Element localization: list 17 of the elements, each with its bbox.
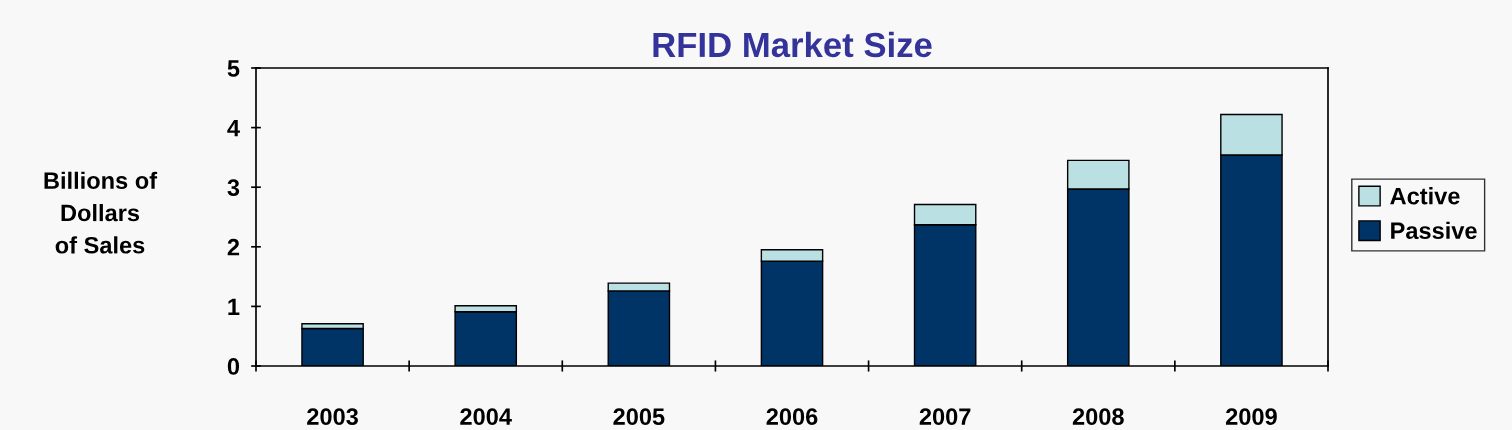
x-tick-label: 2009 — [1225, 408, 1277, 426]
x-tick-label: 2007 — [919, 408, 971, 426]
legend-label: Passive — [1391, 221, 1477, 240]
x-tick-label: 2004 — [460, 408, 512, 426]
x-tick-label: 2008 — [1072, 408, 1124, 426]
y-tick-label: 1 — [228, 298, 240, 315]
y-tick-label: 4 — [227, 119, 240, 137]
x-tick-label: 2005 — [613, 408, 665, 426]
y-tick-label: 2 — [227, 238, 240, 256]
chart-title: RFID Market Size — [653, 31, 932, 58]
x-tick-label: 2003 — [307, 408, 358, 426]
y-tick-label: 3 — [227, 179, 240, 197]
legend-label: Active — [1390, 187, 1460, 205]
y-tick-label: 5 — [227, 60, 240, 77]
y-tick-label: 0 — [227, 358, 240, 375]
y-axis-title: Billions of Dollars of Sales — [44, 171, 158, 254]
x-tick-label: 2006 — [766, 408, 818, 426]
